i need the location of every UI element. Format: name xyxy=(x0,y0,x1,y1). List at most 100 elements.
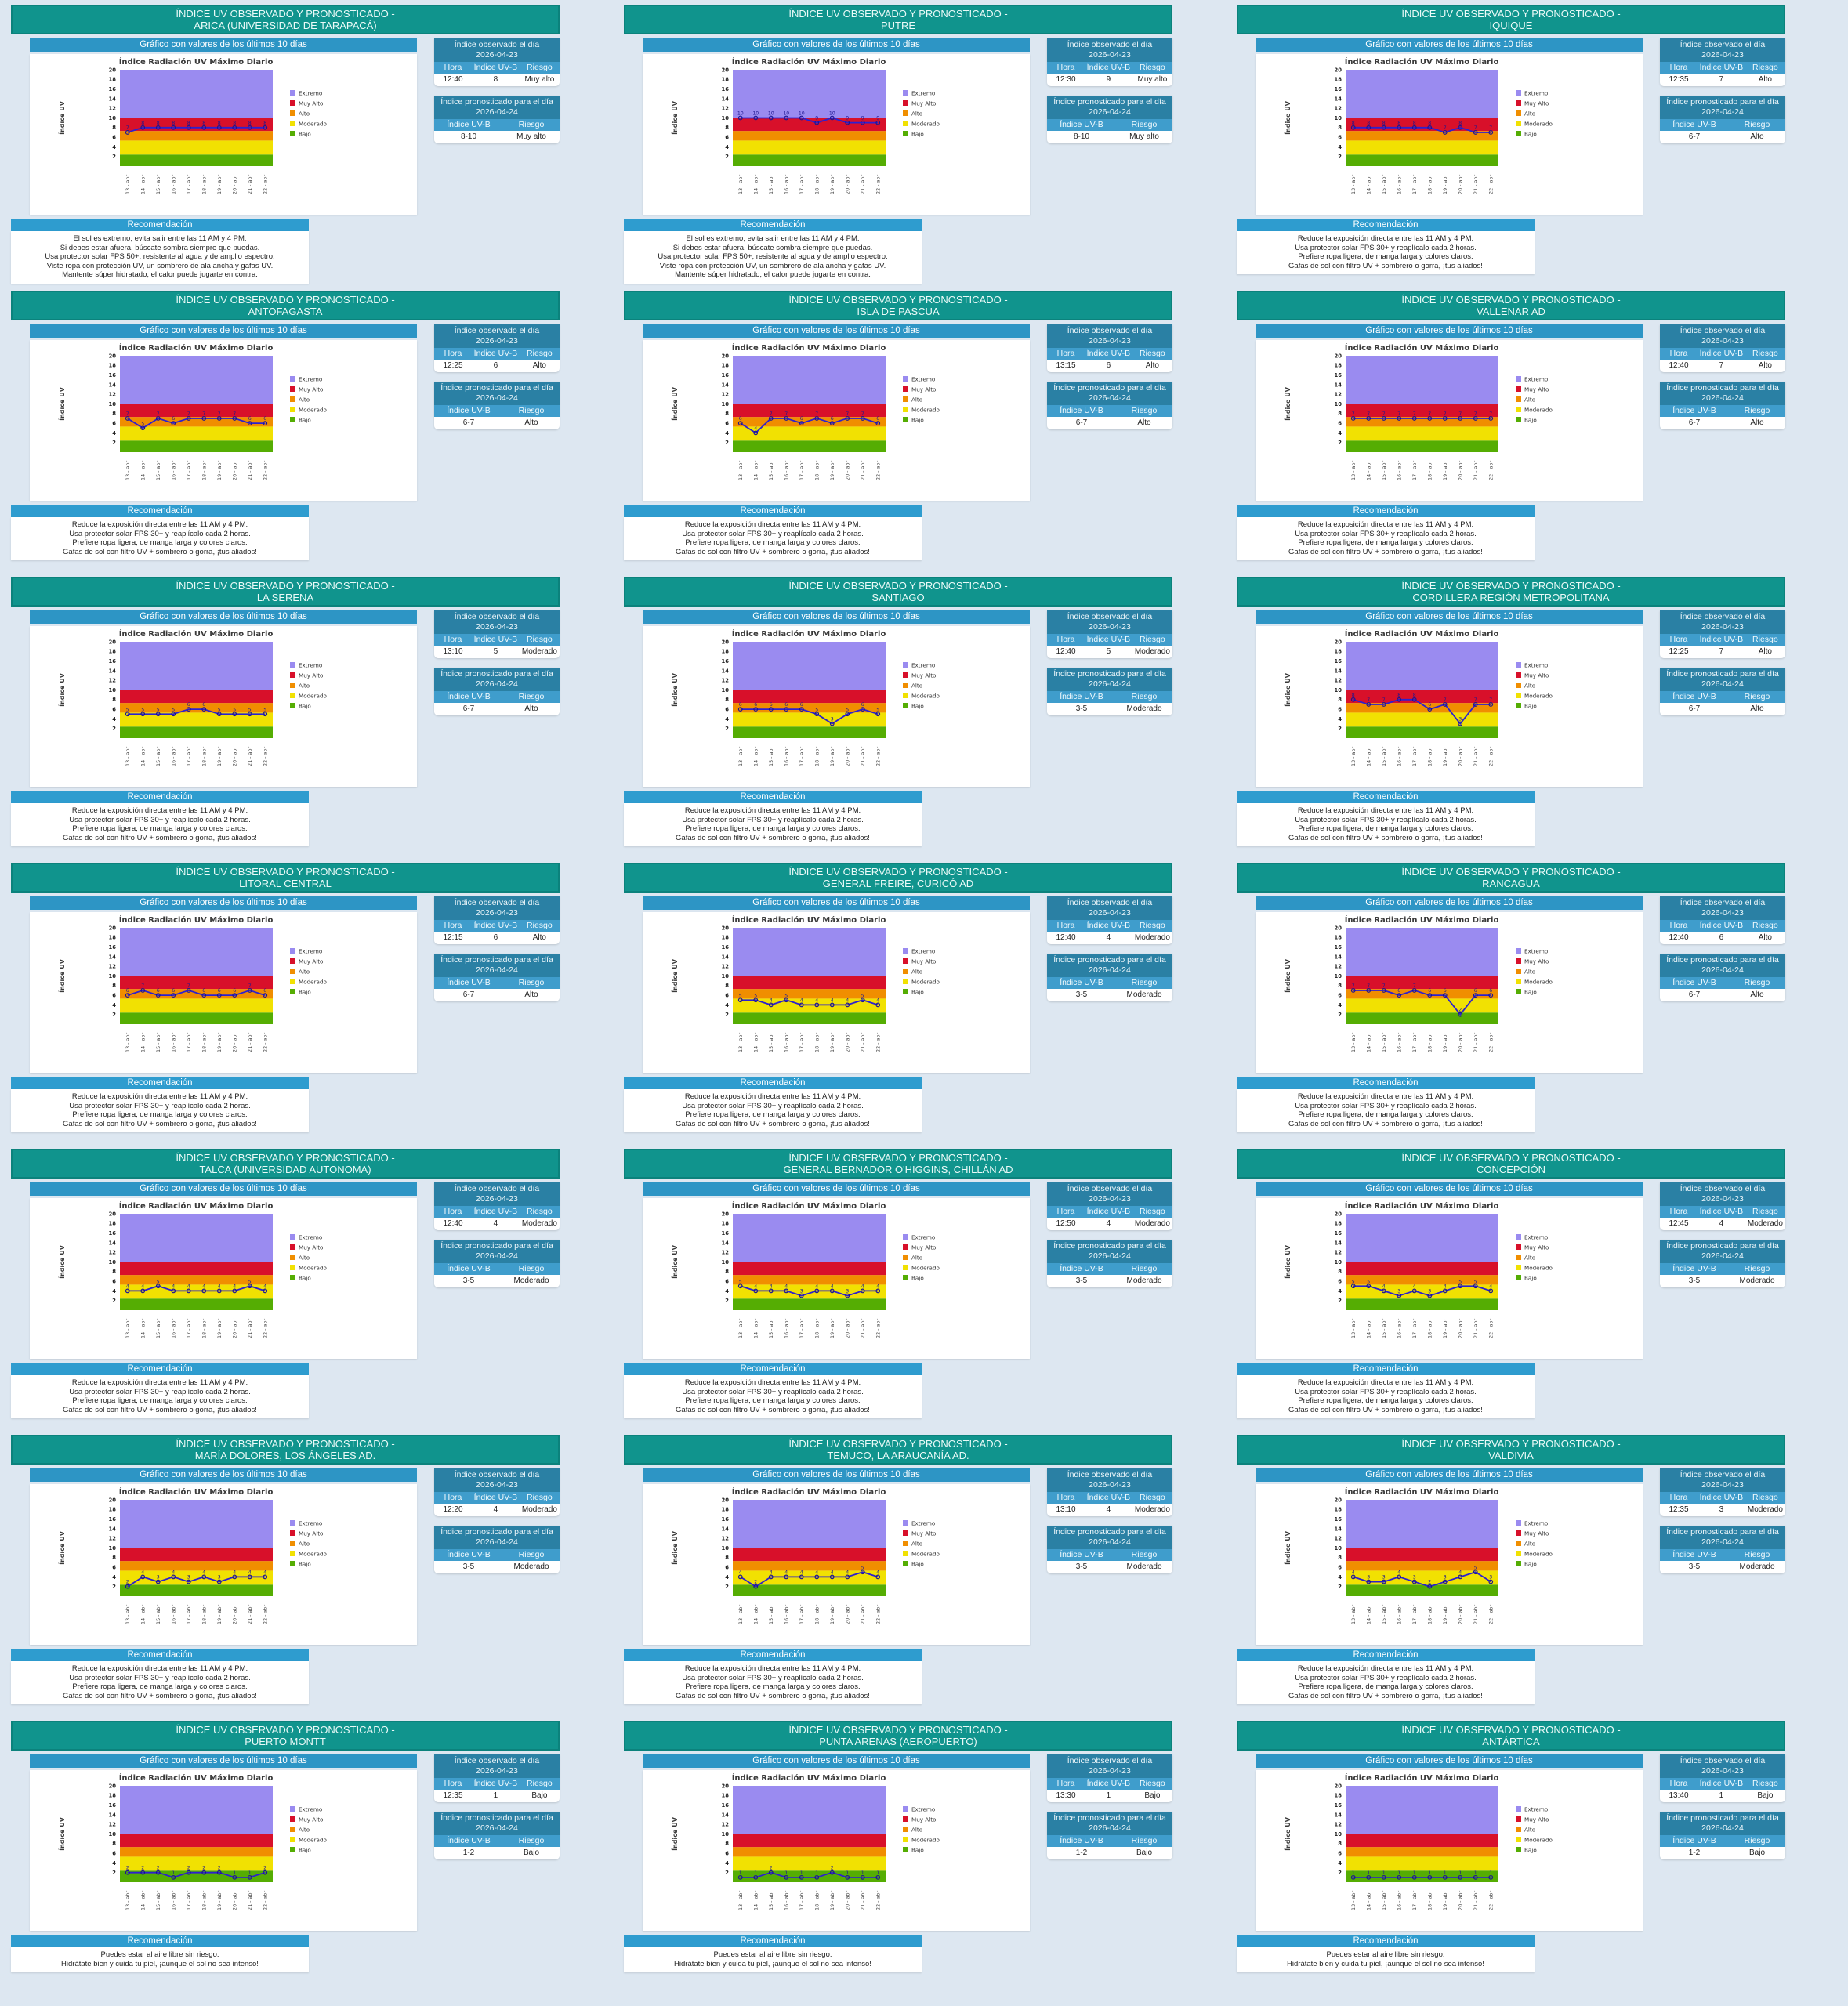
tables-section: Índice observado el día 2026-04-23 Hora … xyxy=(1047,610,1172,787)
uv-point-label: 4 xyxy=(815,1284,818,1289)
uv-point xyxy=(814,416,820,421)
uv-station-card: ÍNDICE UV OBSERVADO Y PRONOSTICADO - SAN… xyxy=(624,577,1172,853)
y-tick: 2 xyxy=(725,440,729,446)
uv-point-label: 10 xyxy=(799,111,805,117)
card-title-city: RANCAGUA xyxy=(1482,878,1540,889)
recommendation-text: Reduce la exposición directa entre las 1… xyxy=(624,803,922,846)
uv-point xyxy=(155,1870,161,1875)
y-tick: 18 xyxy=(109,363,117,369)
uv-point-label: 8 xyxy=(172,121,175,126)
uv-point xyxy=(1442,416,1448,421)
col-hora: Hora xyxy=(444,349,462,358)
legend-swatch-bajo xyxy=(290,1275,295,1280)
uv-point-label: 8 xyxy=(1352,121,1355,126)
chart-section: Gráfico con valores de los últimos 10 dí… xyxy=(643,1754,1030,1931)
uv-point xyxy=(1473,1284,1478,1289)
y-tick: 20 xyxy=(1335,353,1343,359)
legend-label: Bajo xyxy=(299,989,311,996)
legend-swatch-bajo xyxy=(903,1847,908,1852)
y-tick: 10 xyxy=(109,115,117,121)
forecast-riesgo-value: Alto xyxy=(524,990,538,999)
legend-swatch-bajo xyxy=(903,1561,908,1566)
observado-table-row: 13:30 1 Bajo xyxy=(1047,1790,1172,1802)
card-title: ÍNDICE UV OBSERVADO Y PRONOSTICADO - LA … xyxy=(11,577,560,607)
uv-point xyxy=(140,988,146,993)
legend-label: Muy Alto xyxy=(299,672,323,679)
forecast-riesgo-value: Moderado xyxy=(1739,1562,1775,1571)
y-tick: 8 xyxy=(1338,411,1342,417)
uv-point xyxy=(737,1874,743,1880)
y-tick: 10 xyxy=(1335,1831,1343,1838)
band-moderado xyxy=(120,426,273,441)
y-tick: 8 xyxy=(725,697,729,703)
uv-point-label: 6 xyxy=(218,988,221,994)
x-tick: 21 - abr xyxy=(860,747,866,766)
legend-label: Extremo xyxy=(1524,1520,1548,1527)
y-tick: 18 xyxy=(722,1507,730,1513)
pronosticado-date: 2026-04-24 xyxy=(1089,1823,1131,1833)
uv-point xyxy=(1427,707,1433,712)
y-axis-label: Índice UV xyxy=(57,100,66,135)
legend-swatch-bajo xyxy=(1516,989,1521,994)
recommendation-bar: Recomendación xyxy=(624,1363,922,1375)
uv-line xyxy=(127,417,266,429)
y-tick: 12 xyxy=(109,1250,117,1256)
y-tick: 2 xyxy=(1338,154,1342,160)
card-title: ÍNDICE UV OBSERVADO Y PRONOSTICADO - ANT… xyxy=(11,291,560,320)
uv-point xyxy=(125,416,130,421)
card-title-city: TEMUCO, LA ARAUCANÍA AD. xyxy=(827,1450,969,1461)
x-tick: 13 - abr xyxy=(737,175,744,194)
chart-section: Gráfico con valores de los últimos 10 dí… xyxy=(1256,1182,1643,1359)
card-title: ÍNDICE UV OBSERVADO Y PRONOSTICADO - COR… xyxy=(1237,577,1785,607)
riesgo-value: Bajo xyxy=(1757,1791,1774,1800)
col-indice-uvb: Índice UV-B xyxy=(1086,921,1131,930)
x-tick: 14 - abr xyxy=(753,461,759,480)
col-riesgo: Riesgo xyxy=(1131,1550,1158,1559)
y-axis-label: Índice UV xyxy=(670,1244,679,1279)
legend-swatch-muy-alto xyxy=(903,672,908,678)
card-title: ÍNDICE UV OBSERVADO Y PRONOSTICADO - VAL… xyxy=(1237,291,1785,320)
y-tick: 10 xyxy=(722,973,730,979)
tables-section: Índice observado el día 2026-04-23 Hora … xyxy=(1047,1468,1172,1645)
card-title-city: LITORAL CENTRAL xyxy=(239,878,332,889)
legend-swatch-bajo xyxy=(903,1275,908,1280)
legend-label: Bajo xyxy=(1524,1275,1537,1282)
recommendation-section: Recomendación Reduce la exposición direc… xyxy=(11,505,309,560)
observado-date: 2026-04-23 xyxy=(1089,336,1131,346)
observado-title-text: Índice observado el día xyxy=(1067,1184,1153,1193)
card-title-prefix: ÍNDICE UV OBSERVADO Y PRONOSTICADO - xyxy=(1401,1724,1621,1736)
uv-point xyxy=(263,712,268,717)
pronosticado-table-title: Índice pronosticado para el día 2026-04-… xyxy=(1047,96,1172,119)
band-alto xyxy=(733,131,886,141)
uv-point xyxy=(799,421,804,425)
x-tick: 21 - abr xyxy=(247,747,253,766)
observado-date: 2026-04-23 xyxy=(1701,1194,1744,1204)
x-tick: 22 - abr xyxy=(875,1319,882,1338)
uv-point xyxy=(737,707,743,712)
uv-chart-panel: Índice Radiación UV Máximo Diario Índice … xyxy=(1256,1484,1643,1645)
col-hora: Hora xyxy=(1056,1493,1075,1502)
y-axis-label: Índice UV xyxy=(1283,672,1292,707)
band-alto xyxy=(733,1561,886,1571)
legend-label: Bajo xyxy=(911,1561,924,1568)
pronosticado-title-text: Índice pronosticado para el día xyxy=(440,1241,553,1251)
col-riesgo: Riesgo xyxy=(527,921,553,930)
legend-label: Extremo xyxy=(299,376,322,383)
band-bajo xyxy=(733,1584,886,1596)
observado-table-header: Hora Índice UV-B Riesgo xyxy=(434,1778,560,1790)
observado-table: Índice observado el día 2026-04-23 Hora … xyxy=(1660,324,1785,372)
legend-label: Moderado xyxy=(911,407,940,414)
recommendation-bar: Recomendación xyxy=(624,505,922,517)
x-tick: 19 - abr xyxy=(216,1033,223,1052)
riesgo-value: Alto xyxy=(1758,75,1772,84)
legend-label: Alto xyxy=(911,110,922,118)
legend-label: Muy Alto xyxy=(1524,672,1549,679)
uv-point-label: 4 xyxy=(876,1284,879,1289)
forecast-riesgo-value: Alto xyxy=(524,704,538,713)
y-tick: 20 xyxy=(1335,639,1343,645)
observado-table-row: 12:40 4 Moderado xyxy=(1047,932,1172,944)
x-tick: 14 - abr xyxy=(140,1319,147,1338)
legend-swatch-bajo xyxy=(290,417,295,422)
y-tick: 2 xyxy=(1338,1584,1342,1590)
pronosticado-table-row: 6-7 Alto xyxy=(1660,131,1785,143)
